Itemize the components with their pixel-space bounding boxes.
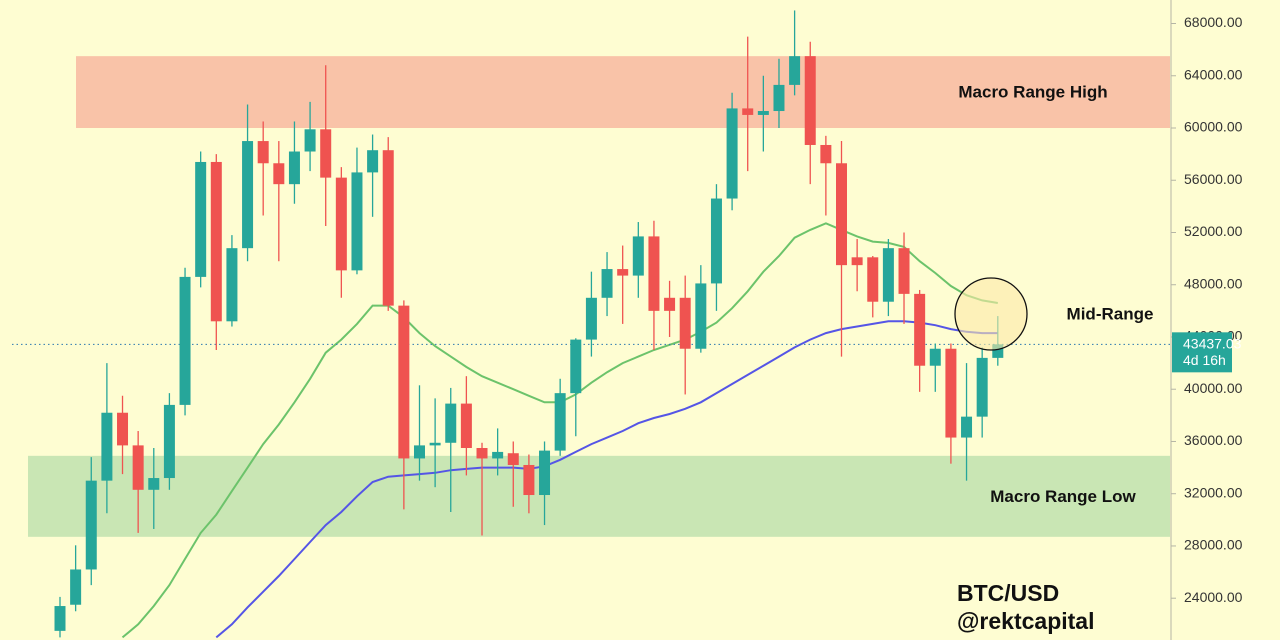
candle-body — [195, 161, 207, 277]
candle-body — [836, 163, 847, 266]
mid-range-label: Mid-Range — [1067, 304, 1154, 323]
y-tick-label: 68000.00 — [1184, 14, 1243, 30]
candle-body — [179, 276, 191, 405]
y-tick-label: 60000.00 — [1184, 119, 1243, 135]
candle-body — [70, 569, 82, 605]
candle-body — [664, 297, 676, 311]
highlight-circle — [954, 277, 1028, 351]
candle-body — [210, 161, 222, 322]
watermark-author: @rektcapital — [957, 608, 1094, 634]
candle-body — [351, 172, 363, 271]
candle-body — [898, 248, 910, 294]
candle-body — [382, 150, 394, 306]
candle-body — [226, 248, 238, 322]
candle-body — [757, 111, 769, 115]
y-tick-label: 64000.00 — [1184, 66, 1243, 82]
candle-body — [257, 141, 269, 164]
candle-body — [429, 442, 441, 446]
candle-body — [851, 257, 863, 266]
y-tick-label: 56000.00 — [1184, 171, 1243, 187]
candle-body — [726, 108, 738, 199]
candle-body — [679, 297, 691, 349]
candle-body — [445, 403, 457, 443]
candle-body — [273, 163, 285, 185]
candle-body — [773, 84, 785, 112]
candle-body — [492, 451, 504, 459]
candle-body — [304, 129, 316, 152]
candle-body — [507, 453, 519, 465]
range-zone — [76, 56, 1170, 128]
candle-body — [710, 198, 722, 284]
y-tick-label: 48000.00 — [1184, 275, 1243, 291]
y-tick-label: 28000.00 — [1184, 537, 1243, 553]
candle-body — [617, 269, 629, 276]
candle-body — [570, 339, 582, 394]
candle-body — [476, 448, 488, 459]
countdown-label: 4d 16h — [1183, 352, 1226, 368]
candle-body — [148, 478, 160, 490]
candle-body — [54, 606, 66, 631]
candle-body — [804, 56, 816, 145]
candle-body — [554, 393, 566, 451]
y-tick-label: 52000.00 — [1184, 223, 1243, 239]
candle-body — [132, 445, 144, 490]
candle-body — [820, 144, 832, 164]
candle-body — [367, 150, 379, 173]
candle-body — [789, 56, 801, 85]
y-tick-label: 40000.00 — [1184, 380, 1243, 396]
candle-body — [523, 464, 535, 496]
candle-body — [882, 248, 894, 302]
zone-label: Macro Range High — [958, 83, 1107, 102]
candle-body — [85, 480, 97, 570]
candle-body — [585, 297, 597, 340]
candle-body — [976, 357, 988, 417]
candle-body — [163, 404, 175, 479]
last-price-label: 43437.03 — [1183, 336, 1242, 352]
zone-label: Macro Range Low — [990, 487, 1136, 506]
candle-body — [320, 129, 332, 178]
candle-body — [601, 269, 613, 298]
candle-body — [648, 236, 660, 311]
candle-body — [101, 412, 113, 481]
candle-body — [460, 403, 472, 448]
candle-body — [117, 412, 129, 446]
candle-body — [398, 305, 410, 459]
range-zone — [28, 455, 1170, 537]
moving-average-line — [215, 320, 998, 639]
y-tick-label: 24000.00 — [1184, 589, 1243, 605]
candle-body — [992, 344, 1004, 358]
y-tick-label: 36000.00 — [1184, 432, 1243, 448]
candle-body — [945, 348, 957, 438]
candle-body — [695, 283, 707, 349]
candle-body — [539, 450, 551, 496]
candle-body — [914, 293, 926, 366]
watermark-symbol: BTC/USD — [957, 580, 1059, 606]
candle-body — [632, 236, 644, 276]
candle-body — [413, 445, 425, 459]
candle-body — [242, 141, 254, 249]
candle-body — [742, 108, 754, 115]
candle-body — [929, 348, 941, 366]
candle-body — [335, 177, 347, 271]
candle-body — [867, 257, 879, 302]
candle-body — [961, 416, 973, 438]
candle-body — [288, 151, 300, 185]
y-tick-label: 32000.00 — [1184, 484, 1243, 500]
last-price-box — [1172, 332, 1232, 373]
